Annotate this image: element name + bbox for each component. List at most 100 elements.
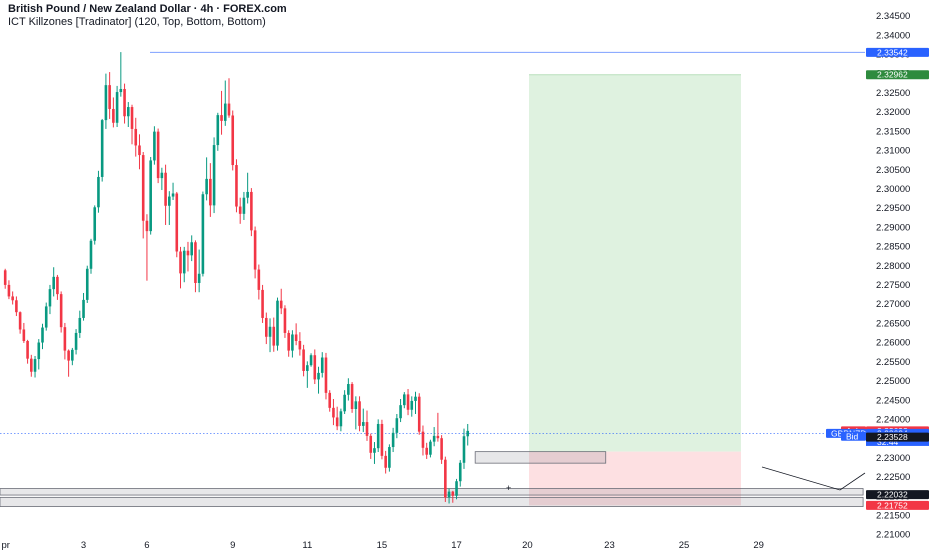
candle[interactable]	[250, 188, 253, 237]
candle[interactable]	[41, 323, 44, 350]
candle[interactable]	[149, 156, 152, 235]
candle[interactable]	[209, 163, 212, 217]
candle[interactable]	[160, 167, 164, 191]
candle[interactable]	[294, 323, 298, 346]
candle[interactable]	[361, 408, 365, 433]
candle[interactable]	[291, 330, 294, 358]
candle[interactable]	[123, 83, 126, 124]
candle[interactable]	[52, 267, 55, 297]
candle[interactable]	[108, 72, 111, 119]
candle[interactable]	[231, 110, 235, 171]
candle[interactable]	[242, 191, 246, 220]
candle[interactable]	[141, 151, 145, 239]
candle[interactable]	[153, 126, 156, 165]
candle[interactable]	[253, 226, 257, 279]
candle[interactable]	[257, 264, 261, 300]
candle[interactable]	[417, 393, 421, 435]
killzone-box-1[interactable]	[0, 488, 864, 496]
candle[interactable]	[335, 406, 339, 431]
price-tag[interactable]: 2.21752	[866, 500, 929, 510]
candle[interactable]	[410, 396, 414, 417]
candle[interactable]	[212, 137, 216, 214]
price-tag[interactable]: 2.23528	[866, 432, 929, 442]
candle[interactable]	[71, 347, 74, 366]
candle[interactable]	[74, 329, 78, 355]
candle[interactable]	[126, 102, 130, 128]
candle[interactable]	[22, 322, 26, 343]
candle[interactable]	[235, 159, 238, 213]
candle[interactable]	[373, 442, 376, 464]
candle[interactable]	[332, 399, 335, 426]
candle[interactable]	[82, 292, 85, 321]
candle[interactable]	[56, 274, 59, 300]
candle[interactable]	[168, 191, 171, 225]
candle[interactable]	[302, 344, 305, 377]
loss-zone[interactable]	[529, 451, 741, 506]
candle[interactable]	[30, 354, 33, 377]
candle[interactable]	[78, 310, 82, 338]
candle[interactable]	[425, 442, 428, 459]
candle[interactable]	[466, 423, 470, 446]
candle[interactable]	[369, 433, 373, 459]
candle[interactable]	[406, 389, 410, 416]
candle[interactable]	[436, 412, 440, 442]
candle[interactable]	[119, 52, 123, 97]
candle[interactable]	[354, 396, 358, 430]
price-tag[interactable]: 2.33542	[866, 47, 929, 57]
indicator-label[interactable]: ICT Killzones [Tradinator] (120, Top, Bo…	[8, 16, 266, 28]
candle[interactable]	[220, 90, 223, 135]
candle[interactable]	[432, 427, 436, 447]
candle[interactable]	[462, 428, 466, 469]
candle[interactable]	[112, 97, 115, 128]
candle[interactable]	[171, 182, 175, 201]
candle[interactable]	[93, 205, 97, 245]
candle[interactable]	[223, 80, 227, 126]
candle[interactable]	[246, 172, 249, 204]
candle[interactable]	[48, 284, 52, 315]
candle[interactable]	[3, 268, 7, 289]
candle[interactable]	[238, 197, 242, 224]
candle[interactable]	[309, 353, 313, 367]
candle[interactable]	[421, 425, 425, 456]
candle[interactable]	[11, 291, 14, 305]
candle[interactable]	[306, 361, 309, 388]
candle[interactable]	[182, 246, 186, 283]
candle[interactable]	[458, 460, 462, 487]
candle[interactable]	[175, 191, 179, 258]
candle[interactable]	[313, 349, 317, 385]
candle[interactable]	[194, 240, 197, 293]
candle[interactable]	[156, 128, 160, 184]
candle[interactable]	[138, 134, 141, 170]
candle[interactable]	[328, 390, 332, 412]
candle[interactable]	[201, 191, 205, 277]
candle[interactable]	[37, 339, 41, 370]
candle[interactable]	[130, 104, 134, 145]
candle[interactable]	[26, 339, 29, 364]
candle[interactable]	[395, 413, 399, 439]
candle[interactable]	[265, 312, 268, 345]
candle[interactable]	[298, 332, 302, 356]
candle[interactable]	[134, 117, 138, 157]
candle[interactable]	[44, 302, 48, 331]
candle[interactable]	[279, 288, 283, 315]
candle[interactable]	[261, 284, 264, 323]
candle[interactable]	[339, 408, 343, 432]
candle[interactable]	[317, 366, 320, 394]
candle[interactable]	[440, 435, 443, 464]
candle[interactable]	[227, 78, 231, 118]
candle[interactable]	[380, 419, 384, 460]
candle[interactable]	[451, 490, 455, 503]
trend-line[interactable]	[761, 466, 866, 491]
candle[interactable]	[145, 214, 149, 281]
candle[interactable]	[347, 378, 350, 401]
candle[interactable]	[320, 352, 324, 378]
candle[interactable]	[59, 291, 63, 333]
candle[interactable]	[190, 235, 193, 262]
candle[interactable]	[15, 296, 18, 317]
candle[interactable]	[429, 439, 432, 458]
candle[interactable]	[444, 456, 447, 502]
candle[interactable]	[67, 349, 70, 377]
candle[interactable]	[197, 249, 201, 293]
candle[interactable]	[287, 330, 290, 357]
